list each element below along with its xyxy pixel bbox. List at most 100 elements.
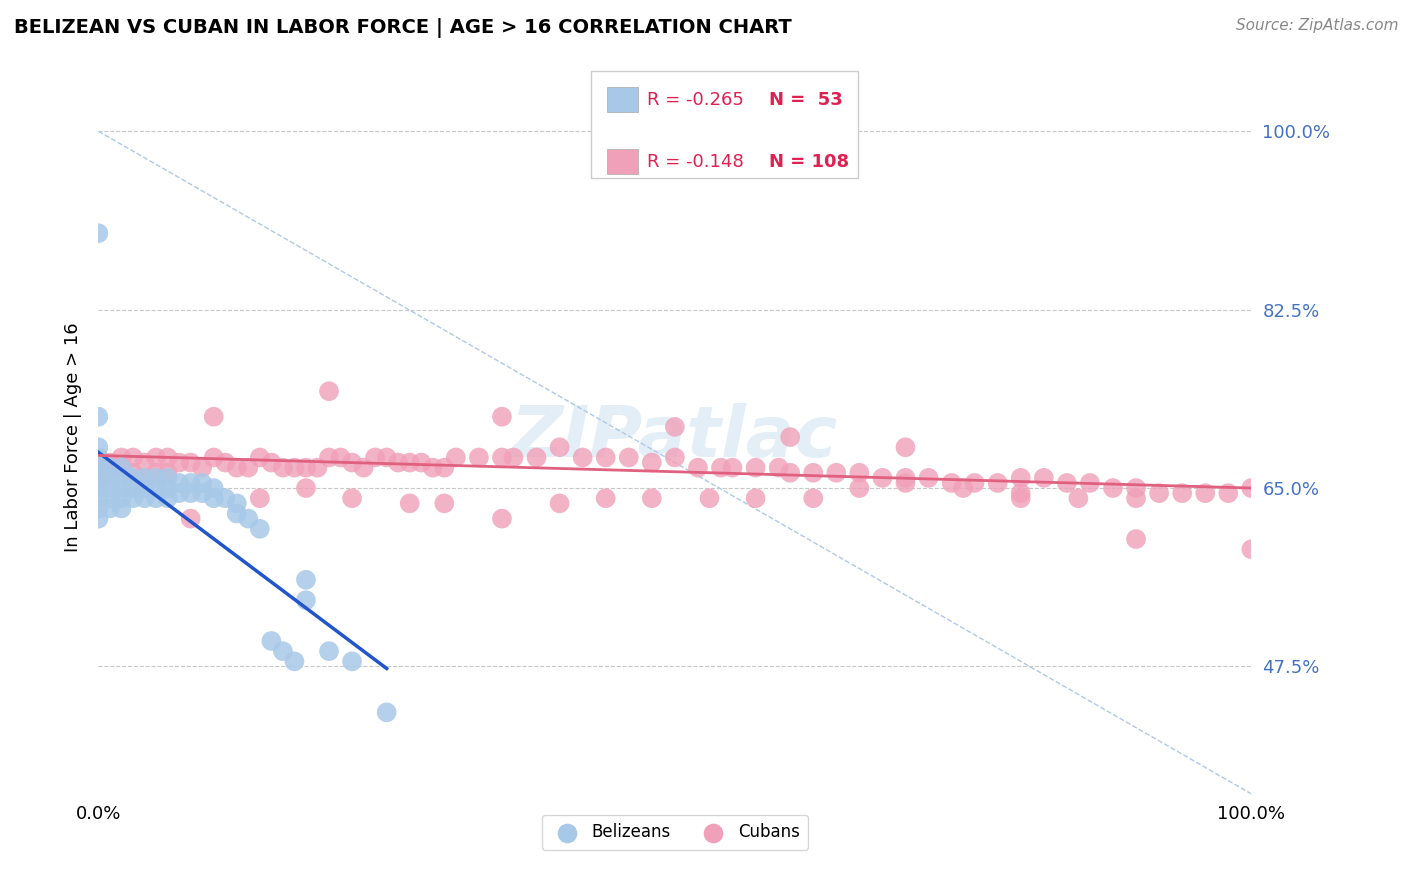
Point xyxy=(295,460,318,475)
Point xyxy=(167,475,190,490)
Point xyxy=(641,491,664,506)
Point xyxy=(295,593,318,607)
Point xyxy=(779,466,801,480)
Text: R = -0.148: R = -0.148 xyxy=(647,153,744,171)
Point xyxy=(122,466,145,480)
Point xyxy=(134,471,156,485)
Point xyxy=(98,481,121,495)
Point xyxy=(145,491,167,506)
Point xyxy=(180,486,202,500)
Point xyxy=(87,450,110,465)
Point xyxy=(134,491,156,506)
Point xyxy=(422,460,444,475)
Point xyxy=(87,450,110,465)
Point xyxy=(202,409,225,424)
Point xyxy=(744,460,766,475)
Point xyxy=(167,456,190,470)
Point xyxy=(801,466,824,480)
Point xyxy=(156,481,179,495)
Point xyxy=(110,450,132,465)
Point xyxy=(122,491,145,506)
Point xyxy=(98,466,121,480)
Point xyxy=(318,384,340,399)
Point xyxy=(110,460,132,475)
Point xyxy=(271,644,294,658)
Point xyxy=(122,471,145,485)
Point xyxy=(1010,491,1032,506)
Point xyxy=(180,475,202,490)
Point xyxy=(249,491,271,506)
Point xyxy=(340,456,363,470)
Point xyxy=(180,511,202,525)
Point xyxy=(180,456,202,470)
Point xyxy=(721,460,744,475)
Point xyxy=(191,486,214,500)
Point xyxy=(375,450,398,465)
Point xyxy=(433,496,456,510)
Point xyxy=(411,456,433,470)
Point xyxy=(134,456,156,470)
Point xyxy=(779,430,801,444)
Point xyxy=(110,460,132,475)
Point xyxy=(156,491,179,506)
Point xyxy=(87,440,110,454)
Text: N =  53: N = 53 xyxy=(769,91,842,109)
Point xyxy=(548,440,571,454)
Point xyxy=(318,644,340,658)
Point xyxy=(894,475,917,490)
Point xyxy=(318,450,340,465)
Point xyxy=(329,450,352,465)
Point xyxy=(271,460,294,475)
Point xyxy=(1194,486,1216,500)
Point xyxy=(526,450,548,465)
Point xyxy=(283,460,305,475)
Point xyxy=(122,450,145,465)
Point xyxy=(202,450,225,465)
Point xyxy=(87,471,110,485)
Point xyxy=(110,501,132,516)
Point xyxy=(249,522,271,536)
Point xyxy=(571,450,593,465)
Point xyxy=(295,573,318,587)
Point xyxy=(134,471,156,485)
Point xyxy=(283,654,305,668)
Point xyxy=(1067,491,1090,506)
Point xyxy=(848,466,870,480)
Point xyxy=(145,471,167,485)
Point xyxy=(238,511,260,525)
Point xyxy=(145,450,167,465)
Point xyxy=(145,481,167,495)
Point xyxy=(1218,486,1240,500)
Point xyxy=(87,501,110,516)
Point xyxy=(744,491,766,506)
Point xyxy=(98,501,121,516)
Point xyxy=(941,475,963,490)
Point xyxy=(156,450,179,465)
Point xyxy=(617,450,640,465)
Point xyxy=(664,420,686,434)
Point xyxy=(641,456,664,470)
Point xyxy=(87,460,110,475)
Point xyxy=(1125,481,1147,495)
Point xyxy=(801,491,824,506)
Point xyxy=(1125,491,1147,506)
Point xyxy=(110,481,132,495)
Point xyxy=(1240,481,1263,495)
Point xyxy=(98,460,121,475)
Point xyxy=(398,456,420,470)
Point xyxy=(225,496,247,510)
Point xyxy=(502,450,524,465)
Point xyxy=(710,460,733,475)
Point xyxy=(98,456,121,470)
Point xyxy=(134,481,156,495)
Point xyxy=(87,460,110,475)
Point xyxy=(1056,475,1078,490)
Point xyxy=(340,491,363,506)
Y-axis label: In Labor Force | Age > 16: In Labor Force | Age > 16 xyxy=(63,322,82,552)
Point xyxy=(156,471,179,485)
Point xyxy=(1032,471,1054,485)
Point xyxy=(1147,486,1170,500)
Point xyxy=(595,450,617,465)
Point xyxy=(963,475,986,490)
Point xyxy=(87,226,110,240)
